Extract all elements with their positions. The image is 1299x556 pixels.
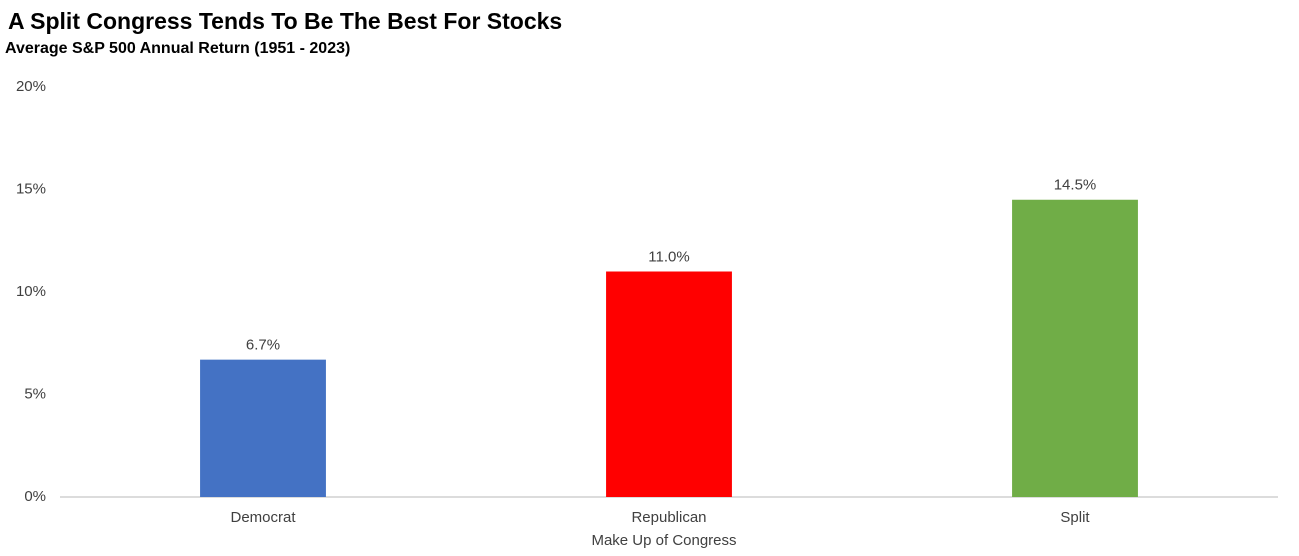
data-label: 14.5%	[1054, 177, 1097, 194]
chart-subtitle: Average S&P 500 Annual Return (1951 - 20…	[5, 40, 350, 57]
x-tick-label: Republican	[631, 509, 706, 526]
y-tick-label: 0%	[24, 488, 46, 505]
x-tick-label: Democrat	[230, 509, 296, 526]
y-tick-label: 15%	[16, 180, 46, 197]
y-tick-label: 5%	[24, 385, 46, 402]
x-tick-label: Split	[1060, 509, 1090, 526]
y-tick-label: 20%	[16, 78, 46, 95]
y-tick-label: 10%	[16, 283, 46, 300]
x-axis-label: Make Up of Congress	[591, 532, 736, 549]
data-label: 11.0%	[648, 248, 689, 265]
data-label: 6.7%	[246, 337, 280, 354]
bar	[200, 359, 326, 497]
bar	[1012, 199, 1138, 497]
bar	[606, 271, 732, 497]
chart-title: A Split Congress Tends To Be The Best Fo…	[8, 8, 562, 34]
